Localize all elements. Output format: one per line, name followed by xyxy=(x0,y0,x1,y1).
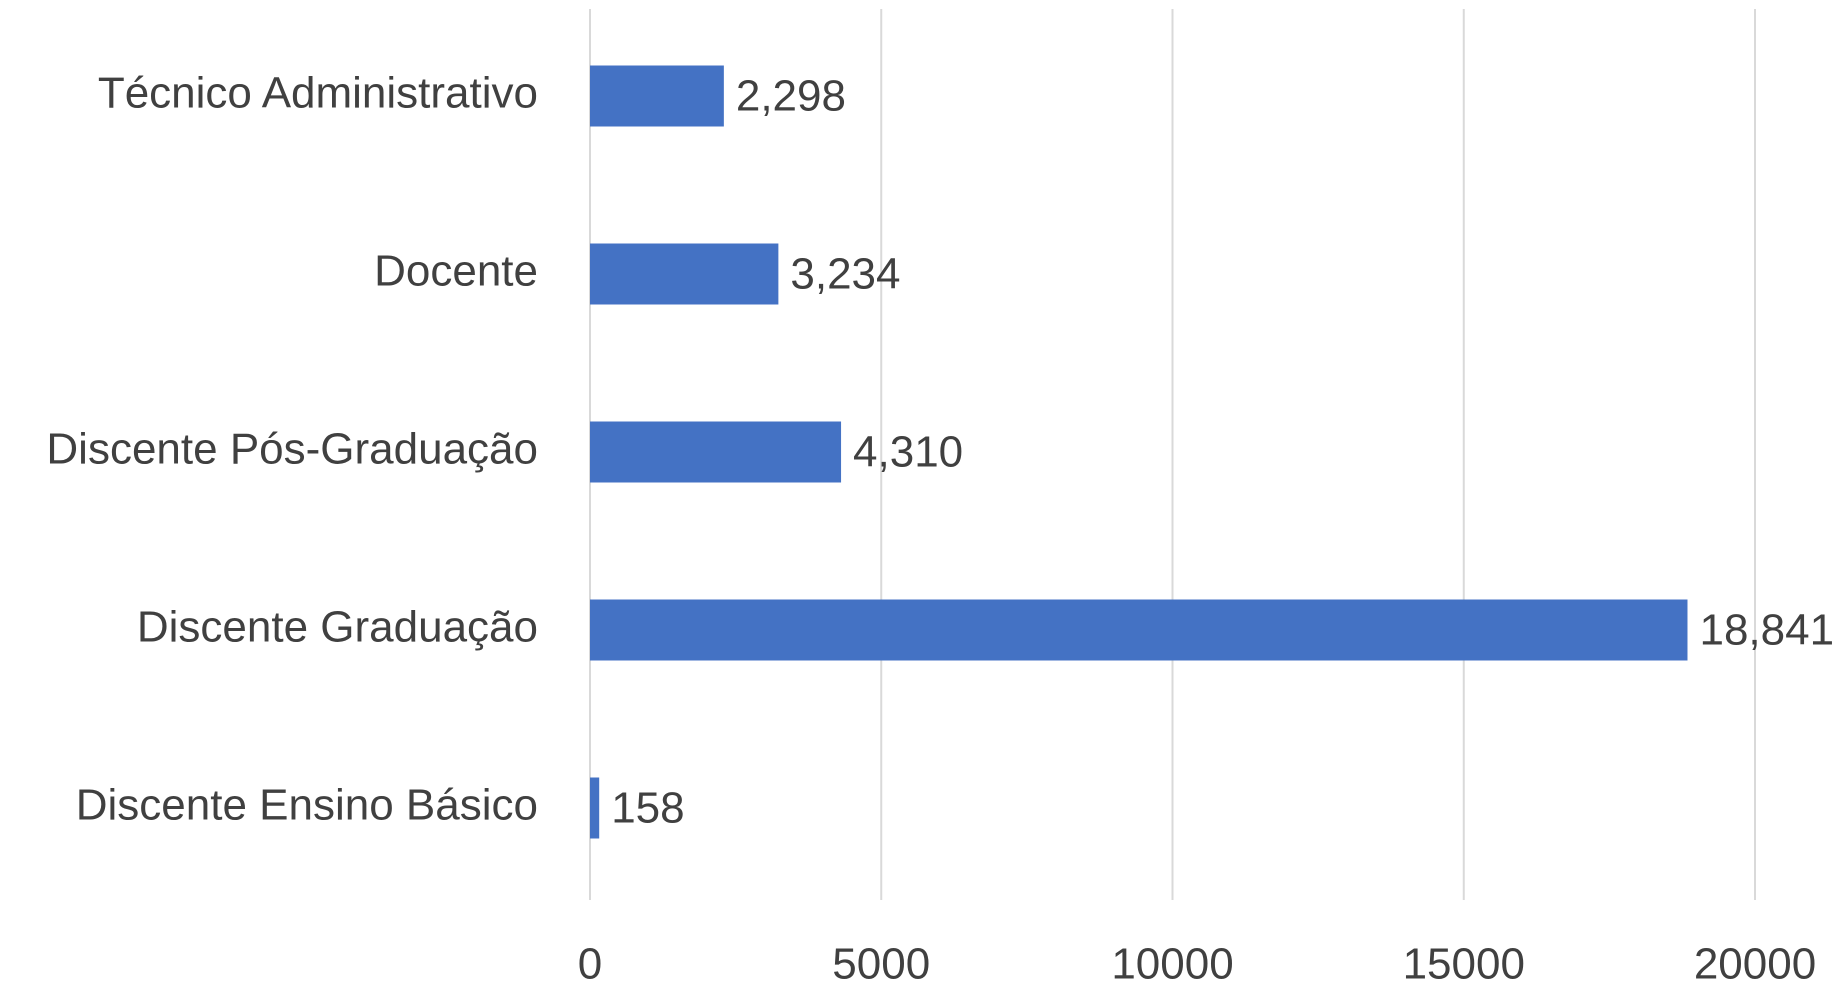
bar xyxy=(590,599,1688,661)
bar xyxy=(590,243,779,305)
bar xyxy=(590,421,842,483)
x-tick-label: 0 xyxy=(578,940,602,987)
bar xyxy=(590,65,724,127)
y-tick-label: Discente Pós-Graduação xyxy=(46,425,538,474)
data-label: 2,298 xyxy=(736,72,846,121)
data-label: 3,234 xyxy=(790,250,900,299)
y-tick-label: Discente Graduação xyxy=(137,603,538,652)
y-tick-label: Discente Ensino Básico xyxy=(76,781,538,830)
y-tick-label: Técnico Administrativo xyxy=(98,69,538,118)
x-tick-label: 20000 xyxy=(1694,940,1816,987)
x-tick-label: 5000 xyxy=(832,940,930,987)
x-tick-label: 10000 xyxy=(1111,940,1233,987)
data-label: 18,841 xyxy=(1699,606,1834,655)
data-label: 158 xyxy=(611,784,684,833)
y-tick-label: Docente xyxy=(374,247,538,296)
data-label: 4,310 xyxy=(853,428,963,477)
bar xyxy=(590,777,600,839)
x-tick-label: 15000 xyxy=(1403,940,1525,987)
